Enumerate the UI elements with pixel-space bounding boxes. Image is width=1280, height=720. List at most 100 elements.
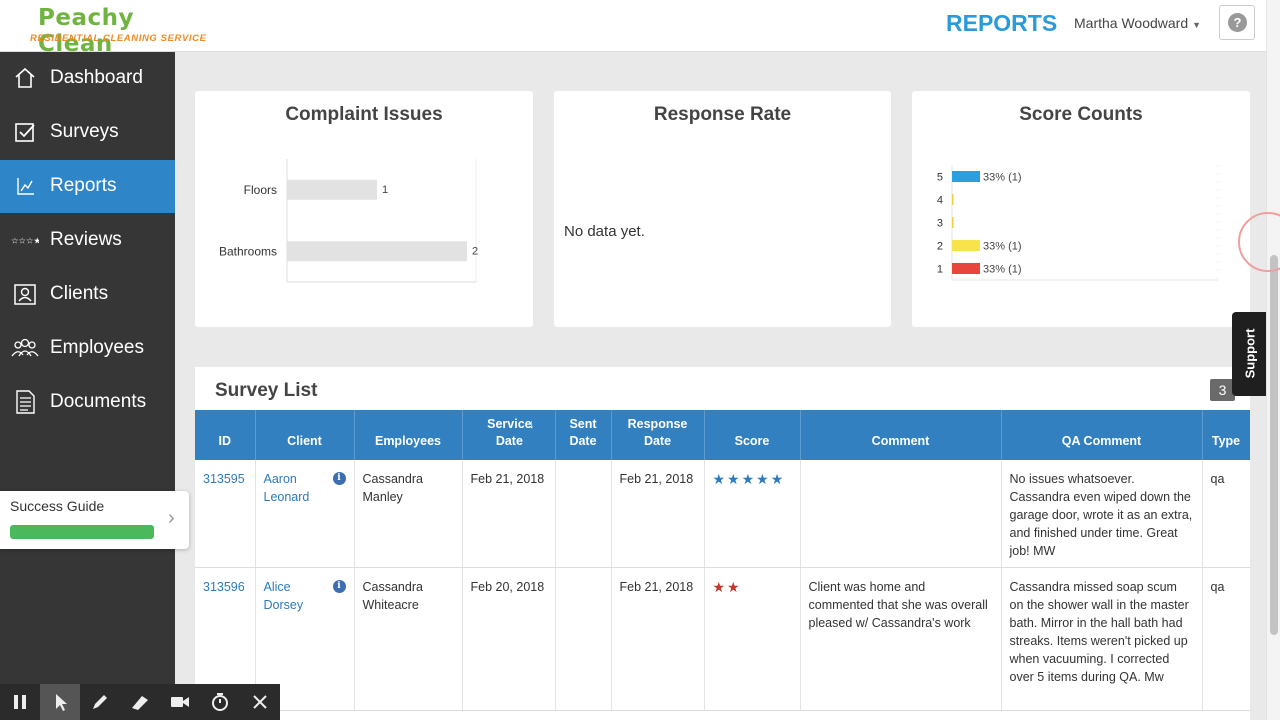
support-tab[interactable]: Support	[1232, 312, 1266, 396]
sidebar-item-reports[interactable]: Reports	[0, 160, 175, 213]
info-icon[interactable]: i	[332, 579, 346, 593]
column-header-qa-comment[interactable]: QA Comment	[1001, 410, 1203, 460]
sidebar-item-label: Reports	[50, 175, 117, 196]
user-menu[interactable]: Martha Woodward ▼	[1074, 15, 1201, 31]
data-label: 1	[382, 184, 388, 196]
bar-score-1	[952, 263, 980, 274]
logo-brand: Peachy Clean	[38, 5, 134, 57]
sidebar: Dashboard Surveys Reports ☆☆☆★ Reviews C…	[0, 52, 175, 720]
table-row[interactable]: 313596 Alice Dorsey i Cassandra Whiteacre…	[195, 567, 1250, 711]
timer-button[interactable]	[200, 684, 240, 720]
help-button[interactable]: ?	[1219, 5, 1255, 40]
sidebar-item-dashboard[interactable]: Dashboard	[0, 52, 175, 105]
column-header-type[interactable]: Type	[1202, 410, 1250, 460]
cell-client: Aaron Leonard i	[255, 460, 355, 568]
close-icon	[253, 695, 267, 709]
bar-bathrooms	[287, 241, 467, 262]
survey-id-link[interactable]: 313595	[203, 472, 245, 486]
chevron-right-icon[interactable]: ›	[168, 507, 175, 529]
highlighter-button[interactable]	[120, 684, 160, 720]
cell-type: qa	[1202, 460, 1250, 568]
chart-icon	[17, 178, 34, 195]
category-label: 5	[937, 172, 943, 184]
close-button[interactable]	[240, 684, 280, 720]
client-name-link[interactable]: Aaron Leonard	[263, 472, 310, 504]
cell-service-date: Feb 21, 2018	[462, 460, 556, 568]
column-header-id[interactable]: ID	[195, 410, 256, 460]
timer-icon	[212, 693, 228, 711]
column-header-service-date-label: Service Date	[487, 417, 532, 448]
sidebar-item-label: Surveys	[50, 121, 119, 142]
sidebar-item-reviews[interactable]: ☆☆☆★ Reviews	[0, 214, 175, 267]
cell-score: ★★★★★	[704, 460, 801, 568]
sidebar-item-documents[interactable]: Documents	[0, 376, 175, 429]
user-name: Martha Woodward	[1074, 15, 1189, 31]
complaint-issues-card: Complaint Issues Floors 1 Bathrooms 2	[195, 91, 533, 327]
cell-client: Alice Dorsey i	[255, 567, 355, 711]
pause-button[interactable]	[0, 684, 40, 720]
column-header-response-date[interactable]: Response Date	[611, 410, 705, 460]
cell-sent-date	[555, 567, 612, 711]
pointer-button[interactable]	[40, 684, 80, 720]
success-guide-progress-bar	[10, 525, 154, 539]
category-label: 4	[937, 195, 943, 207]
sidebar-item-surveys[interactable]: Surveys	[0, 106, 175, 159]
logo-tagline: RESIDENTIAL CLEANING SERVICE	[30, 33, 207, 44]
camera-icon	[171, 697, 189, 707]
cell-id[interactable]: 313595	[195, 460, 256, 568]
column-header-score[interactable]: Score	[704, 410, 801, 460]
bar-score-3	[952, 217, 954, 228]
sidebar-item-employees[interactable]: Employees	[0, 322, 175, 375]
caret-down-icon: ▼	[1192, 20, 1202, 30]
survey-count-badge: 3	[1210, 379, 1235, 401]
page-title: REPORTS	[946, 10, 1058, 36]
cell-score: ★★	[704, 567, 801, 711]
page-scrollbar[interactable]	[1266, 0, 1280, 720]
stars-icon: ☆☆☆★	[11, 236, 39, 246]
cell-qa-comment: No issues whatsoever. Cassandra even wip…	[1001, 460, 1203, 568]
success-guide-widget[interactable]: Success Guide ›	[0, 491, 189, 549]
cell-employees: Cassandra Manley	[354, 460, 463, 568]
column-header-employees[interactable]: Employees	[354, 410, 463, 460]
pause-icon	[14, 695, 26, 709]
category-label: 2	[937, 241, 943, 253]
table-row[interactable]: 313595 Aaron Leonard i Cassandra Manley F…	[195, 460, 1250, 568]
pen-button[interactable]	[80, 684, 120, 720]
home-icon	[15, 67, 35, 88]
recording-toolbar	[0, 684, 280, 720]
highlighter-icon	[132, 696, 148, 710]
category-label: Floors	[244, 183, 277, 197]
survey-id-link[interactable]: 313596	[203, 579, 245, 594]
data-label: 33% (1)	[983, 264, 1022, 276]
survey-table: ID Client Employees Service Date↓ Sent D…	[195, 410, 1250, 711]
contact-card-icon	[14, 284, 36, 305]
help-icon: ?	[1228, 13, 1247, 32]
score-counts-chart: 5 33% (1) 4 3 2 33% (1) 1 33% (1)	[937, 165, 1219, 281]
cell-qa-comment: Cassandra missed soap scum on the shower…	[1001, 567, 1203, 711]
checkbox-icon	[15, 123, 35, 142]
cell-employees: Cassandra Whiteacre	[354, 567, 463, 711]
sidebar-item-clients[interactable]: Clients	[0, 268, 175, 321]
document-icon	[16, 390, 35, 414]
company-logo[interactable]: Peachy Clean RESIDENTIAL CLEANING SERVIC…	[22, 2, 214, 57]
column-header-client[interactable]: Client	[255, 410, 355, 460]
column-header-comment[interactable]: Comment	[800, 410, 1002, 460]
column-header-sent-date[interactable]: Sent Date	[555, 410, 612, 460]
sidebar-item-label: Employees	[50, 337, 144, 358]
column-header-service-date[interactable]: Service Date↓	[462, 410, 556, 460]
client-name-link[interactable]: Alice Dorsey	[263, 579, 304, 612]
support-label: Support	[1242, 328, 1258, 379]
score-stars-icon: ★★	[712, 578, 742, 595]
bar-score-2	[952, 240, 980, 251]
table-header-row: ID Client Employees Service Date↓ Sent D…	[195, 410, 1250, 460]
camera-button[interactable]	[160, 684, 200, 720]
success-guide-progress-fill	[10, 525, 154, 539]
cell-response-date: Feb 21, 2018	[611, 567, 705, 711]
scrollbar-thumb[interactable]	[1270, 255, 1278, 635]
score-counts-card: Score Counts 5 33% (1) 4 3 2 33% (1) 1 33% (1)	[912, 91, 1250, 327]
data-label: 2	[472, 245, 478, 257]
info-icon[interactable]: i	[332, 472, 346, 485]
sidebar-item-label: Reviews	[50, 229, 122, 250]
sidebar-item-label: Clients	[50, 283, 109, 304]
bar-score-5	[952, 171, 980, 182]
